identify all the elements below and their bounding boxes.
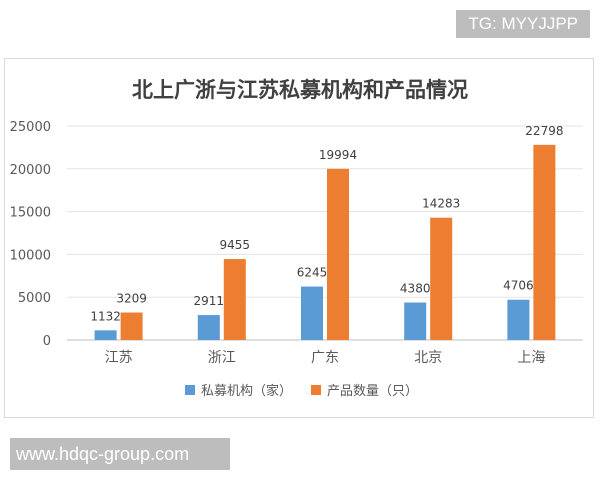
chart-title: 北上广浙与江苏私募机构和产品情况: [132, 78, 468, 102]
data-label: 3209: [116, 292, 147, 306]
x-tick-label: 江苏: [105, 350, 133, 366]
legend-swatch: [311, 385, 321, 395]
bar: [223, 259, 246, 340]
chart-card: 北上广浙与江苏私募机构和产品情况 0 5000 10000 15000 20000 2500…: [4, 58, 594, 418]
bar: [120, 312, 143, 340]
data-label: 2911: [194, 294, 225, 308]
data-label: 4380: [400, 282, 431, 296]
watermark-top: TG: MYYJJPP: [456, 10, 590, 38]
watermark-bottom: www.hdqc-group.com: [10, 438, 230, 470]
legend-swatch: [185, 385, 195, 395]
data-label: 1132: [90, 309, 121, 323]
x-tick-label: 北京: [414, 350, 442, 366]
bar: [94, 330, 117, 340]
x-tick-label: 上海: [517, 350, 545, 366]
bar: [197, 315, 220, 340]
legend-label: 私募机构（家）: [201, 383, 292, 399]
bar: [404, 302, 427, 340]
data-label: 9455: [220, 238, 251, 252]
y-tick-label: 5000: [18, 291, 51, 306]
y-tick-label: 10000: [10, 248, 51, 263]
data-label: 14283: [422, 197, 460, 211]
y-tick-label: 15000: [10, 206, 51, 221]
bar: [301, 286, 323, 340]
bar: [507, 299, 530, 340]
bar: [430, 217, 453, 340]
y-tick-label: 0: [43, 334, 51, 349]
data-label: 22798: [525, 124, 563, 138]
bar: [533, 144, 556, 340]
x-tick-label: 广东: [311, 350, 339, 366]
data-label: 6245: [297, 266, 328, 280]
data-label: 19994: [319, 148, 357, 162]
bar: [327, 168, 349, 340]
y-tick-label: 20000: [10, 163, 51, 178]
x-tick-label: 浙江: [208, 350, 236, 366]
y-tick-label: 25000: [10, 120, 51, 135]
data-label: 4706: [503, 279, 534, 293]
legend-label: 产品数量（只）: [327, 384, 418, 399]
bar-chart: 北上广浙与江苏私募机构和产品情况 0 5000 10000 15000 20000 2500…: [10, 78, 583, 399]
